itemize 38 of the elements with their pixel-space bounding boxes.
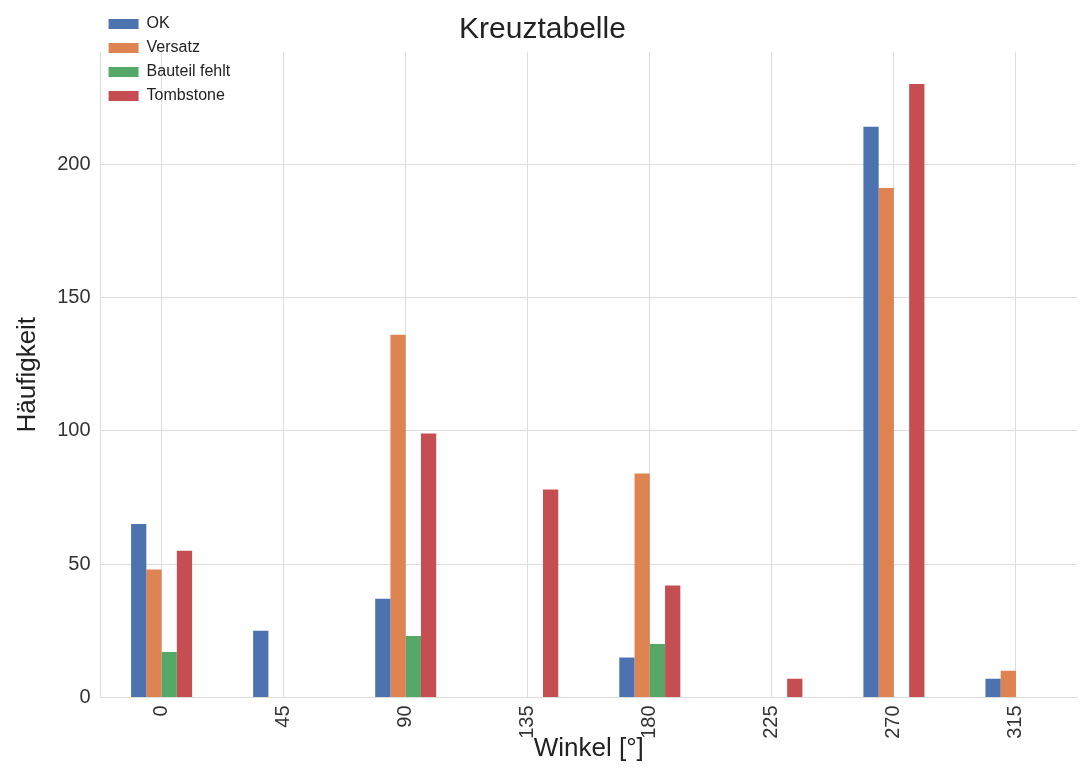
bar: [146, 569, 162, 697]
legend-label: Tombstone: [146, 86, 225, 104]
bar: [665, 585, 681, 697]
bar: [649, 644, 666, 697]
x-tick-label: 45: [271, 705, 294, 728]
legend-label: Bauteil fehlt: [146, 62, 231, 80]
bar: [161, 652, 177, 697]
x-tick-label: 0: [149, 705, 172, 717]
bar: [787, 678, 803, 697]
bar: [619, 657, 635, 697]
y-tick-label: 0: [79, 684, 91, 707]
x-tick-label: 270: [881, 705, 904, 739]
y-axis-title: Häufigkeit: [10, 316, 41, 433]
bar: [131, 524, 147, 697]
legend-label: Versatz: [146, 38, 200, 56]
bar: [420, 433, 437, 697]
bar: [985, 678, 1001, 697]
x-tick-label: 135: [515, 705, 538, 739]
y-tick-label: 200: [57, 151, 91, 174]
y-tick-label: 150: [57, 284, 91, 307]
bar: [909, 84, 925, 697]
legend-label: OK: [146, 14, 171, 32]
bar: [253, 630, 269, 697]
chart-title: Kreuztabelle: [459, 11, 626, 45]
bar: [375, 598, 391, 697]
x-tick-label: 90: [393, 705, 416, 728]
bar: [863, 126, 879, 697]
bar: [405, 636, 421, 697]
bar: [878, 188, 894, 697]
bar: [543, 489, 559, 697]
bar: [1000, 670, 1016, 697]
bar: [176, 550, 193, 697]
bar: [390, 334, 406, 697]
y-tick-label: 50: [68, 551, 91, 574]
y-tick-label: 100: [57, 418, 91, 441]
bar: [634, 473, 650, 697]
x-tick-label: 225: [759, 705, 782, 739]
x-tick-label: 315: [1003, 705, 1026, 739]
